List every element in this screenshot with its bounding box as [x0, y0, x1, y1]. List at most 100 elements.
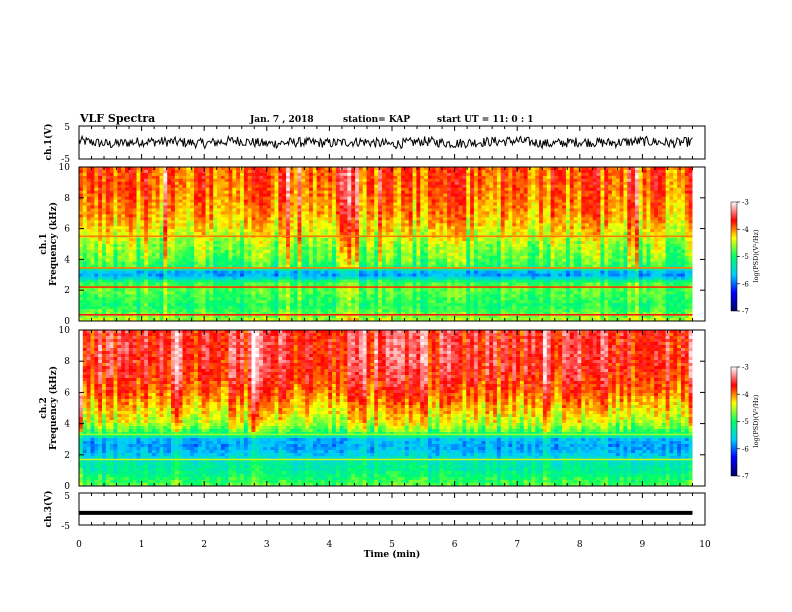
spectrogram-cell: [159, 184, 164, 189]
spectrogram-cell: [435, 169, 440, 174]
spectrogram-cell: [151, 220, 157, 224]
spectrogram-cell: [251, 249, 256, 254]
spectrogram-cell: [523, 169, 528, 174]
spectrogram-cell: [577, 252, 582, 257]
spectrogram-cell: [516, 223, 521, 227]
spectrogram-cell: [458, 238, 463, 242]
spectrogram-cell: [105, 172, 111, 177]
spectrogram-cell: [527, 169, 532, 174]
spectrogram-cell: [163, 187, 168, 192]
spectrogram-cell: [573, 190, 578, 195]
spectrogram-cell: [431, 205, 436, 209]
spectrogram-cell: [485, 193, 490, 198]
spectrogram-cell: [535, 223, 540, 227]
spectrogram-cell: [604, 178, 609, 183]
spectrogram-cell: [305, 255, 310, 260]
spectrogram-cell: [182, 175, 187, 180]
spectrogram-cell: [132, 249, 137, 254]
spectrogram-cell: [159, 223, 164, 227]
spectrogram-cell: [324, 214, 329, 218]
spectrogram-cell: [374, 193, 379, 198]
spectrogram-cell: [565, 249, 571, 254]
spectrogram-cell: [504, 175, 509, 180]
spectrogram-cell: [397, 244, 402, 248]
spectrogram-cell: [312, 187, 318, 192]
spectrogram-cell: [113, 187, 118, 192]
spectrogram-cell: [558, 238, 563, 242]
spectrogram-cell: [255, 196, 260, 200]
spectrogram-cell: [266, 205, 272, 209]
spectrogram-cell: [339, 208, 344, 212]
spectrogram-cell: [163, 255, 168, 260]
spectrogram-cell: [355, 249, 360, 254]
spectrogram-cell: [412, 226, 417, 230]
spectrogram-cell: [194, 241, 199, 245]
spectrogram-cell: [148, 178, 153, 183]
spectrogram-cell: [347, 169, 352, 174]
spectrogram-cell: [286, 196, 291, 200]
spectrogram-cell: [374, 255, 379, 260]
spectrogram-cell: [443, 190, 448, 195]
spectrogram-cell: [631, 187, 636, 192]
spectrogram-cell: [661, 175, 667, 180]
spectrogram-cell: [163, 258, 168, 263]
spectrogram-cell: [565, 196, 571, 200]
spectrogram-cell: [167, 205, 172, 209]
spectrogram-cell: [680, 196, 686, 200]
spectrogram-cell: [404, 211, 410, 215]
spectrogram-cell: [109, 249, 114, 254]
spectrogram-cell: [320, 199, 325, 203]
spectrogram-cell: [144, 214, 149, 218]
spectrogram-cell: [278, 244, 283, 248]
spectrogram-cell: [98, 238, 103, 242]
spectrogram-cell: [646, 244, 651, 248]
spectrogram-cell: [378, 238, 383, 242]
spectrogram-cell: [171, 167, 176, 171]
spectrogram-cell: [588, 199, 594, 203]
spectrogram-cell: [631, 232, 636, 236]
spectrogram-cell: [565, 199, 571, 203]
spectrogram-cell: [266, 220, 272, 224]
spectrogram-cell: [408, 193, 413, 198]
spectrogram-cell: [542, 232, 548, 236]
spectrogram-cell: [477, 196, 482, 200]
spectrogram-cell: [654, 167, 659, 171]
spectrogram-cell: [236, 178, 241, 183]
spectrogram-cell: [105, 232, 111, 236]
spectrogram-cell: [374, 232, 379, 236]
spectrogram-cell: [378, 208, 383, 212]
spectrogram-cell: [220, 199, 226, 203]
spectrogram-cell: [493, 169, 498, 174]
spectrogram-cell: [493, 226, 498, 230]
spectrogram-cell: [523, 167, 528, 171]
spectrogram-cell: [358, 220, 364, 224]
spectrogram-cell: [397, 175, 402, 180]
spectrogram-cell: [132, 208, 137, 212]
spectrogram-cell: [224, 241, 229, 245]
spectrogram-cell: [412, 205, 417, 209]
spectrogram-cell: [274, 202, 279, 206]
spectrogram-cell: [458, 205, 463, 209]
spectrogram-cell: [431, 193, 436, 198]
spectrogram-cell: [293, 199, 298, 203]
spectrogram-cell: [443, 196, 448, 200]
spectrogram-cell: [190, 202, 195, 206]
spectrogram-cell: [109, 241, 114, 245]
spectrogram-cell: [577, 196, 582, 200]
spectrogram-cell: [117, 238, 122, 242]
spectrogram-cell: [688, 229, 693, 233]
spectrogram-cell: [113, 190, 118, 195]
spectrogram-cell: [604, 226, 609, 230]
spectrogram-cell: [650, 244, 655, 248]
spectrogram-cell: [136, 217, 141, 221]
spectrogram-cell: [535, 241, 540, 245]
spectrogram-cell: [450, 217, 456, 221]
spectrogram-cell: [661, 199, 667, 203]
spectrogram-cell: [190, 246, 195, 251]
spectrogram-cell: [347, 238, 352, 242]
spectrogram-cell: [393, 252, 398, 257]
spectrogram-cell: [684, 193, 690, 198]
spectrogram-cell: [167, 172, 172, 177]
spectrogram-cell: [404, 175, 410, 180]
spectrogram-cell: [420, 211, 425, 215]
